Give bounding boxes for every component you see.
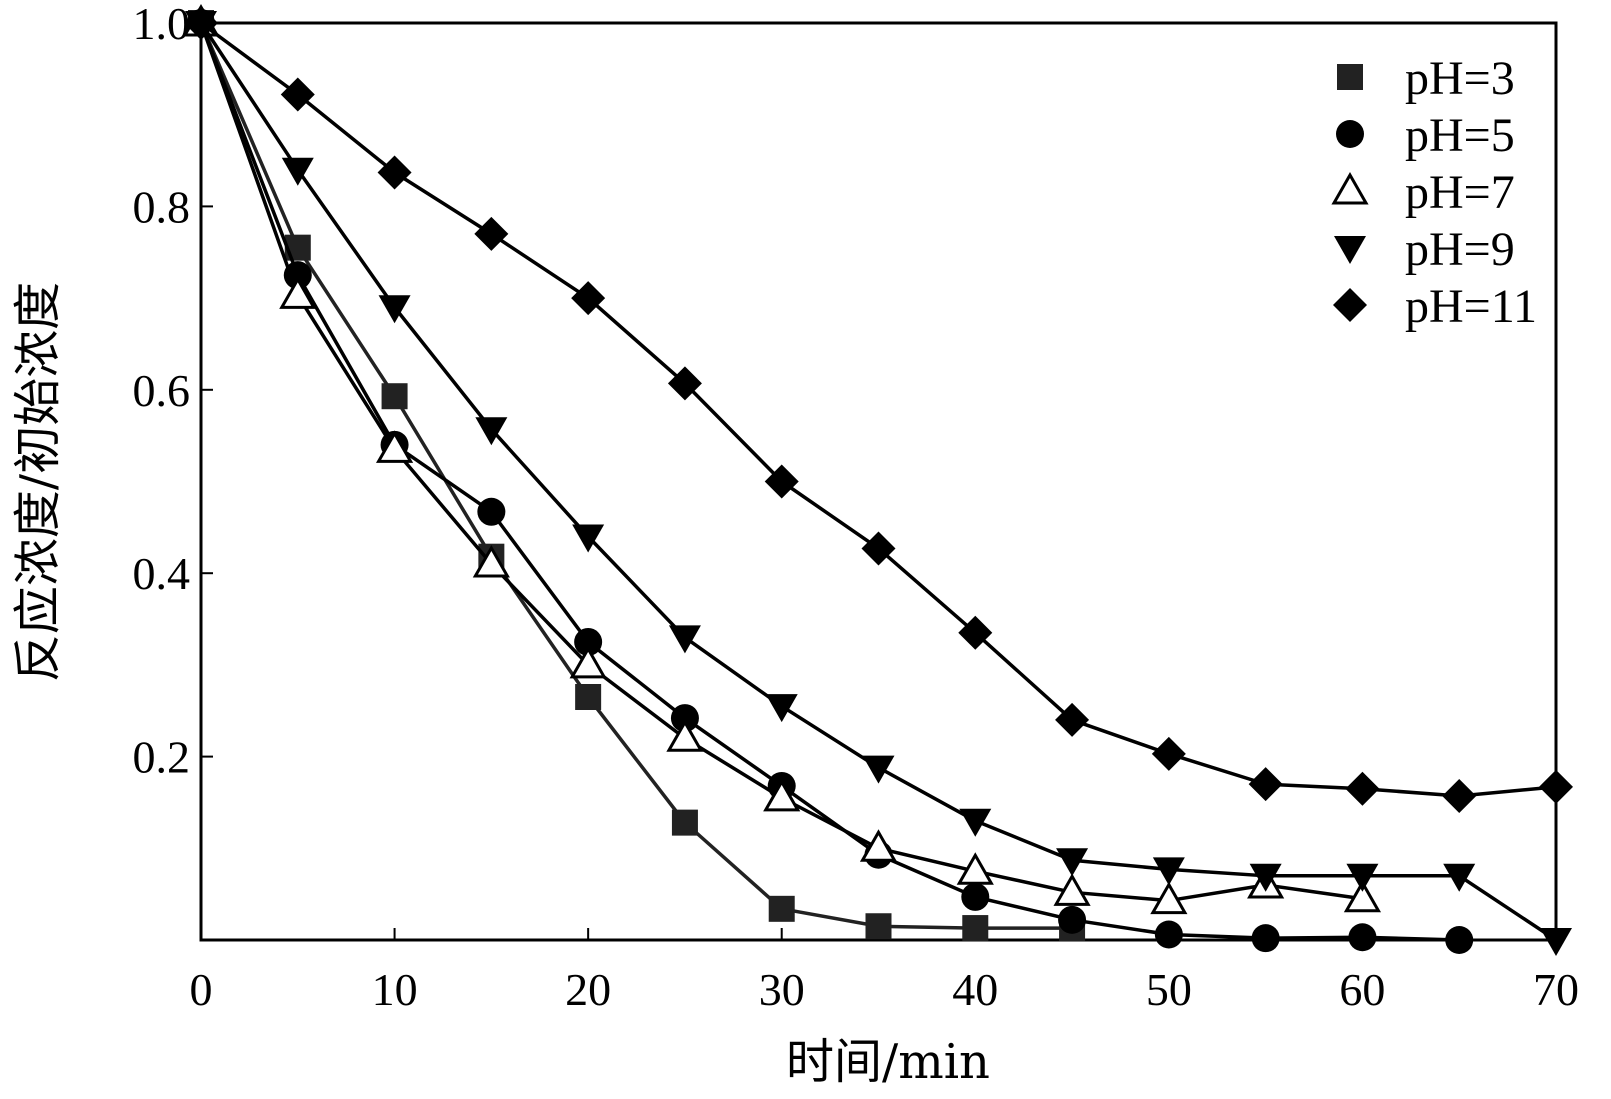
legend: pH=3pH=5pH=7pH=9pH=11: [1331, 52, 1537, 333]
x-tick-label: 40: [952, 964, 998, 1015]
legend-item: pH=11: [1333, 280, 1537, 333]
legend-item: pH=5: [1336, 109, 1515, 162]
down-triangle-marker: [281, 157, 314, 186]
open-triangle-marker: [1053, 873, 1091, 906]
circle-marker: [477, 497, 506, 526]
series-1: [188, 10, 1086, 942]
diamond-marker: [1333, 288, 1367, 322]
diamond-marker: [1055, 702, 1090, 737]
series-line: [199, 22, 1557, 942]
diamond-marker: [764, 464, 799, 499]
down-triangle-marker: [959, 808, 992, 837]
x-tick-label: 60: [1339, 964, 1385, 1015]
square-marker: [1337, 64, 1363, 90]
open-triangle-marker: [472, 545, 510, 578]
plot-frame: [199, 21, 1558, 942]
down-triangle-marker: [1249, 863, 1282, 892]
y-axis-title: 反应浓度/初始浓度: [10, 282, 66, 682]
open-triangle-marker: [375, 430, 414, 463]
x-tick-label: 0: [190, 964, 213, 1015]
series-4: [185, 11, 1572, 956]
circle-marker: [1336, 120, 1364, 148]
diamond-marker: [377, 155, 412, 190]
diamond-marker: [1151, 736, 1186, 771]
down-triangle-marker: [572, 524, 605, 553]
series-line: [199, 22, 1460, 942]
down-triangle-marker: [1152, 857, 1185, 886]
legend-label: pH=9: [1405, 223, 1515, 276]
legend-label: pH=7: [1405, 166, 1515, 219]
open-triangle-marker: [763, 778, 801, 812]
down-triangle-marker: [862, 755, 895, 784]
x-tick-label: 20: [565, 964, 611, 1015]
open-triangle-marker: [956, 852, 994, 885]
axes: 0 10 20 30 40 50 60 70 0.2 0.4 0.6 0.8 1.0: [133, 0, 1580, 1015]
circle-marker: [283, 261, 312, 290]
y-tick-label: 0.2: [133, 732, 191, 783]
diamond-marker: [1539, 769, 1573, 804]
legend-item: pH=7: [1331, 166, 1515, 219]
legend-item: pH=3: [1337, 52, 1515, 105]
square-marker: [381, 383, 408, 410]
y-tick-label: 0.6: [133, 365, 191, 416]
square-marker: [575, 683, 602, 710]
circle-marker: [961, 882, 990, 911]
down-triangle-marker: [668, 625, 701, 654]
legend-label: pH=5: [1405, 109, 1515, 162]
down-triangle-marker: [1540, 928, 1572, 956]
down-triangle-marker: [475, 417, 508, 446]
y-tick-label: 0.4: [133, 548, 191, 599]
square-marker: [768, 895, 795, 922]
open-triangle-marker: [569, 645, 607, 679]
diamond-marker: [958, 615, 993, 650]
x-tick-label: 70: [1533, 964, 1579, 1015]
open-triangle-marker: [666, 719, 704, 752]
diamond-marker: [1442, 779, 1477, 814]
square-marker: [962, 915, 989, 942]
down-triangle-marker: [1334, 236, 1366, 264]
open-triangle-marker: [1343, 879, 1382, 913]
diamond-marker: [184, 6, 218, 40]
y-tick-label: 1.0: [133, 0, 191, 49]
series-5: [184, 6, 1573, 814]
y-tick-label: 0.8: [133, 181, 191, 232]
series-2: [187, 9, 1474, 954]
circle-marker: [670, 704, 699, 733]
circle-marker: [1251, 924, 1280, 953]
circle-marker: [1058, 905, 1087, 934]
x-tick-label: 50: [1146, 964, 1192, 1015]
circle-marker: [574, 627, 603, 656]
down-triangle-marker: [765, 694, 798, 723]
diamond-marker: [1248, 767, 1283, 802]
open-triangle-marker: [279, 276, 317, 309]
down-triangle-marker: [1346, 863, 1379, 892]
series-layer: [182, 3, 1573, 956]
diamond-marker: [474, 216, 509, 251]
diamond-marker: [280, 77, 315, 112]
diamond-marker: [861, 531, 896, 566]
down-triangle-marker: [1056, 848, 1089, 877]
diamond-marker: [571, 281, 606, 316]
diamond-marker: [1345, 771, 1380, 806]
square-marker: [671, 809, 698, 836]
series-line: [199, 22, 1073, 930]
down-triangle-marker: [378, 295, 411, 324]
open-triangle-marker: [1331, 171, 1369, 205]
legend-label: pH=11: [1405, 280, 1537, 333]
open-triangle-marker: [859, 829, 898, 862]
square-marker: [865, 913, 892, 940]
x-tick-label: 10: [372, 964, 418, 1015]
circle-marker: [1348, 923, 1377, 952]
x-tick-label: 30: [759, 964, 805, 1015]
circle-marker: [1445, 926, 1474, 954]
x-axis-title: 时间/min: [786, 1034, 990, 1090]
circle-marker: [1154, 920, 1183, 949]
legend-item: pH=9: [1334, 223, 1515, 276]
open-triangle-marker: [1150, 881, 1188, 915]
down-triangle-marker: [1443, 863, 1476, 892]
legend-label: pH=3: [1405, 52, 1515, 105]
diamond-marker: [667, 366, 702, 401]
